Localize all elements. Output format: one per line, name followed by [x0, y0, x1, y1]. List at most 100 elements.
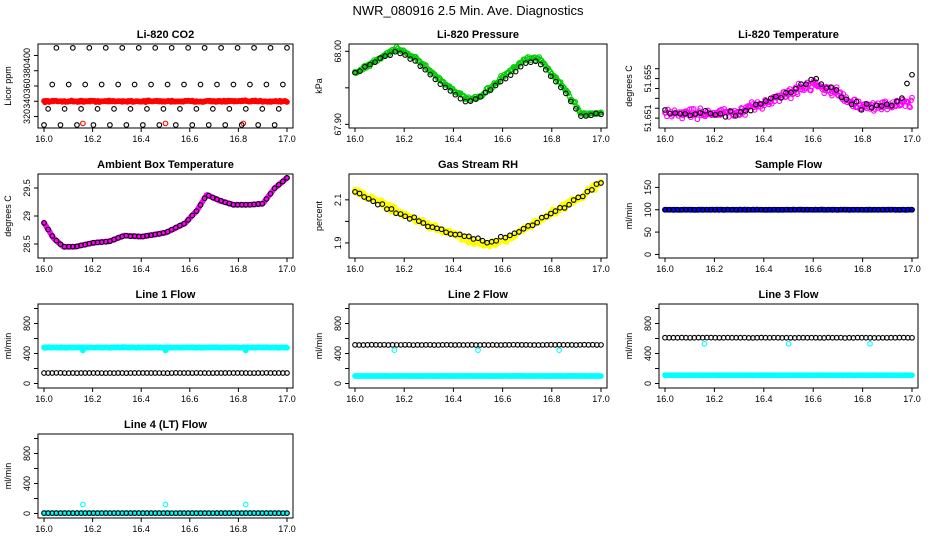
- data-point-cal: [242, 501, 249, 508]
- data-point-black: [218, 44, 224, 51]
- y-tick-label: 0: [643, 252, 653, 257]
- data-point-black: [78, 106, 84, 112]
- data-point-dense: [679, 115, 686, 122]
- chart-title: Ambient Box Temperature: [97, 159, 234, 171]
- y-axis-label: kPa: [314, 78, 324, 94]
- data-point-cal: [162, 120, 169, 127]
- x-tick-label: 16.2: [706, 394, 724, 404]
- data-point-black: [372, 59, 378, 65]
- data-point-cal: [80, 501, 86, 508]
- x-tick-label: 17.0: [592, 394, 610, 404]
- x-tick-label: 16.6: [181, 134, 199, 144]
- data-point-black: [94, 106, 101, 112]
- data-point-dense: [908, 97, 914, 104]
- y-tick-label: 67.90: [333, 113, 343, 136]
- data-point-black: [284, 44, 290, 51]
- data-point-black: [98, 81, 105, 88]
- chart-line2: Line 2 Flow ml/min 16.0 16.2 16.4 16.6 16.8 17.…: [314, 289, 610, 404]
- data-point-black: [397, 211, 404, 217]
- data-point-black: [115, 81, 121, 88]
- data-point-black: [356, 190, 363, 197]
- data-point-black: [427, 71, 434, 78]
- data-point-black: [177, 106, 183, 112]
- x-tick-label: 16.8: [854, 394, 872, 404]
- data-point-cal: [701, 340, 708, 347]
- data-point-black: [492, 82, 499, 89]
- data-point-black: [662, 107, 668, 113]
- data-point-dense: [909, 372, 915, 379]
- data-point-black: [909, 206, 915, 213]
- data-point-black: [762, 98, 769, 104]
- data-point-black: [275, 106, 282, 112]
- data-point-black: [185, 44, 191, 51]
- x-tick-label: 16.6: [181, 524, 199, 534]
- x-tick-label: 16.4: [132, 394, 150, 404]
- chart-title: Li-820 CO2: [137, 29, 194, 41]
- data-point-black: [722, 113, 729, 120]
- data-point-black: [267, 44, 274, 51]
- data-point-cal: [556, 347, 563, 353]
- data-point-black: [230, 81, 237, 88]
- data-point-black: [201, 195, 208, 202]
- y-tick-label: 28.5: [22, 235, 32, 253]
- data-point-black: [894, 98, 900, 105]
- data-point-black: [271, 122, 278, 128]
- y-axis-label: ml/min: [3, 463, 13, 490]
- data-point-black: [53, 44, 60, 51]
- y-tick-label: 0: [22, 381, 32, 386]
- data-point-black: [131, 81, 138, 88]
- x-tick-label: 16.6: [804, 264, 822, 274]
- data-point-black: [527, 59, 534, 66]
- x-tick-label: 16.2: [395, 394, 413, 404]
- data-point-black: [397, 50, 404, 57]
- data-point-black: [271, 185, 278, 192]
- x-tick-label: 16.0: [346, 134, 364, 144]
- data-point-black: [189, 212, 196, 219]
- data-point-black: [412, 58, 419, 64]
- y-tick-label: 400: [643, 346, 653, 361]
- data-point-black: [793, 85, 799, 92]
- plot-frame: [37, 303, 294, 389]
- data-point-black: [144, 106, 150, 112]
- data-point-dense: [688, 106, 695, 112]
- data-point-black: [475, 235, 481, 242]
- x-tick-label: 17.0: [278, 524, 296, 534]
- plot-frame: [348, 43, 608, 129]
- data-point-black: [520, 225, 527, 232]
- data-point-black: [593, 110, 599, 117]
- x-tick-label: 16.8: [543, 264, 561, 274]
- data-point-black: [160, 106, 167, 112]
- data-point-black: [61, 106, 68, 112]
- data-point-black: [411, 214, 418, 221]
- x-tick-label: 16.6: [181, 264, 199, 274]
- data-point-black: [247, 81, 253, 88]
- chart-line4: Line 4 (LT) Flow ml/min 16.0 16.2 16.4 16.6 16…: [3, 419, 296, 534]
- data-point-black: [598, 111, 604, 118]
- data-point-black: [69, 44, 76, 51]
- data-point-black: [517, 63, 524, 70]
- data-point-black: [737, 109, 744, 115]
- data-point-black: [415, 218, 422, 224]
- data-point-black: [479, 237, 486, 244]
- x-tick-label: 16.0: [35, 394, 53, 404]
- x-tick-label: 16.2: [84, 264, 102, 274]
- data-point-black: [823, 85, 830, 91]
- data-point-black: [275, 181, 282, 188]
- data-point-black: [152, 44, 159, 51]
- data-point-black: [438, 226, 445, 233]
- x-tick-label: 16.4: [445, 264, 463, 274]
- y-axis-label: percent: [314, 200, 324, 231]
- data-point-black: [570, 197, 577, 203]
- chart-title: Li-820 Pressure: [437, 29, 519, 41]
- data-point-black: [507, 232, 513, 239]
- data-point-black: [107, 122, 113, 128]
- data-point-black: [778, 94, 784, 101]
- chart-line1: Line 1 Flow ml/min 16.0 16.2 16.4 16.6 16.8 17.…: [3, 289, 296, 404]
- x-tick-label: 16.8: [543, 134, 561, 144]
- data-point-black: [90, 122, 97, 128]
- x-tick-label: 16.6: [804, 394, 822, 404]
- data-point-black: [442, 84, 449, 91]
- x-tick-label: 16.8: [543, 394, 561, 404]
- data-point-black: [507, 72, 514, 78]
- data-point-cal: [240, 120, 247, 127]
